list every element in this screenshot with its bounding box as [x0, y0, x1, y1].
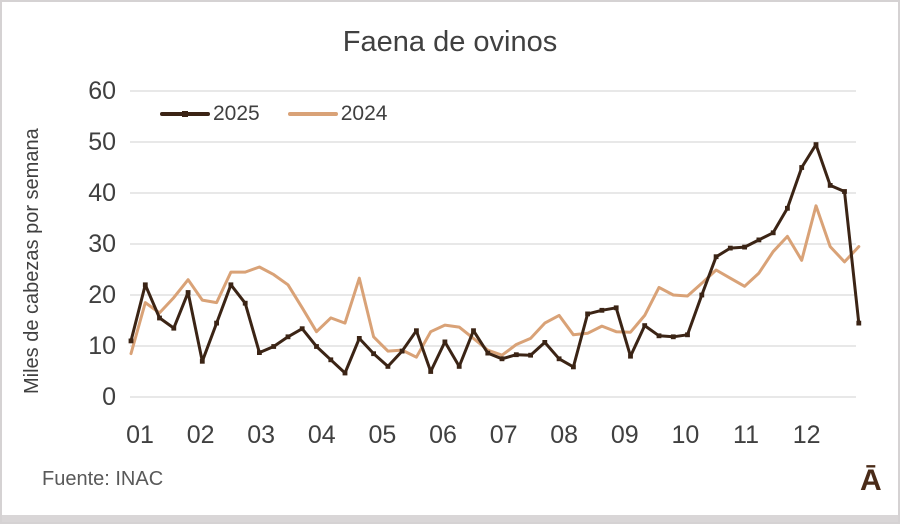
legend-line-2024-swatch — [287, 112, 338, 116]
x-tick-label: 07 — [489, 421, 518, 449]
x-tick-label: 10 — [671, 421, 700, 449]
chart-title: Faena de ovinos — [342, 26, 558, 58]
legend-item-2024: 2024 — [287, 102, 388, 126]
x-tick-label: 02 — [186, 421, 215, 449]
x-tick-label: 05 — [368, 421, 397, 449]
y-tick-label: 10 — [88, 332, 116, 360]
series-2025-line — [129, 143, 861, 375]
x-tick-label: 12 — [792, 421, 821, 449]
y-tick-label: 30 — [88, 230, 116, 258]
x-tick-label: 03 — [247, 421, 276, 449]
legend-line-2025-swatch — [160, 111, 210, 117]
legend: 2025 2024 — [160, 102, 387, 126]
y-axis-title: Miles de cabezas por semana — [21, 128, 43, 394]
x-tick-label: 11 — [733, 421, 759, 449]
legend-item-2025: 2025 — [160, 102, 260, 126]
legend-square-marker-icon — [182, 111, 188, 117]
window-edge — [2, 515, 898, 522]
source-note: Fuente: INAC — [42, 468, 164, 490]
x-tick-label: 04 — [307, 421, 336, 449]
legend-label-2025: 2025 — [213, 102, 260, 125]
y-tick-label: 50 — [88, 128, 116, 156]
y-tick-label: 60 — [88, 77, 116, 105]
y-tick-label: 40 — [88, 179, 116, 207]
y-tick-label: 20 — [88, 281, 116, 309]
series-2024-line — [129, 204, 861, 359]
logo-a-macron: Ā — [860, 464, 882, 497]
legend-label-2024: 2024 — [340, 102, 388, 125]
series-2025-markers — [128, 142, 862, 376]
x-tick-label: 09 — [610, 421, 639, 449]
x-tick-label: 08 — [550, 421, 579, 449]
y-tick-label: 0 — [102, 383, 116, 411]
x-tick-label: 06 — [429, 421, 457, 449]
x-tick-label: 01 — [126, 421, 154, 449]
